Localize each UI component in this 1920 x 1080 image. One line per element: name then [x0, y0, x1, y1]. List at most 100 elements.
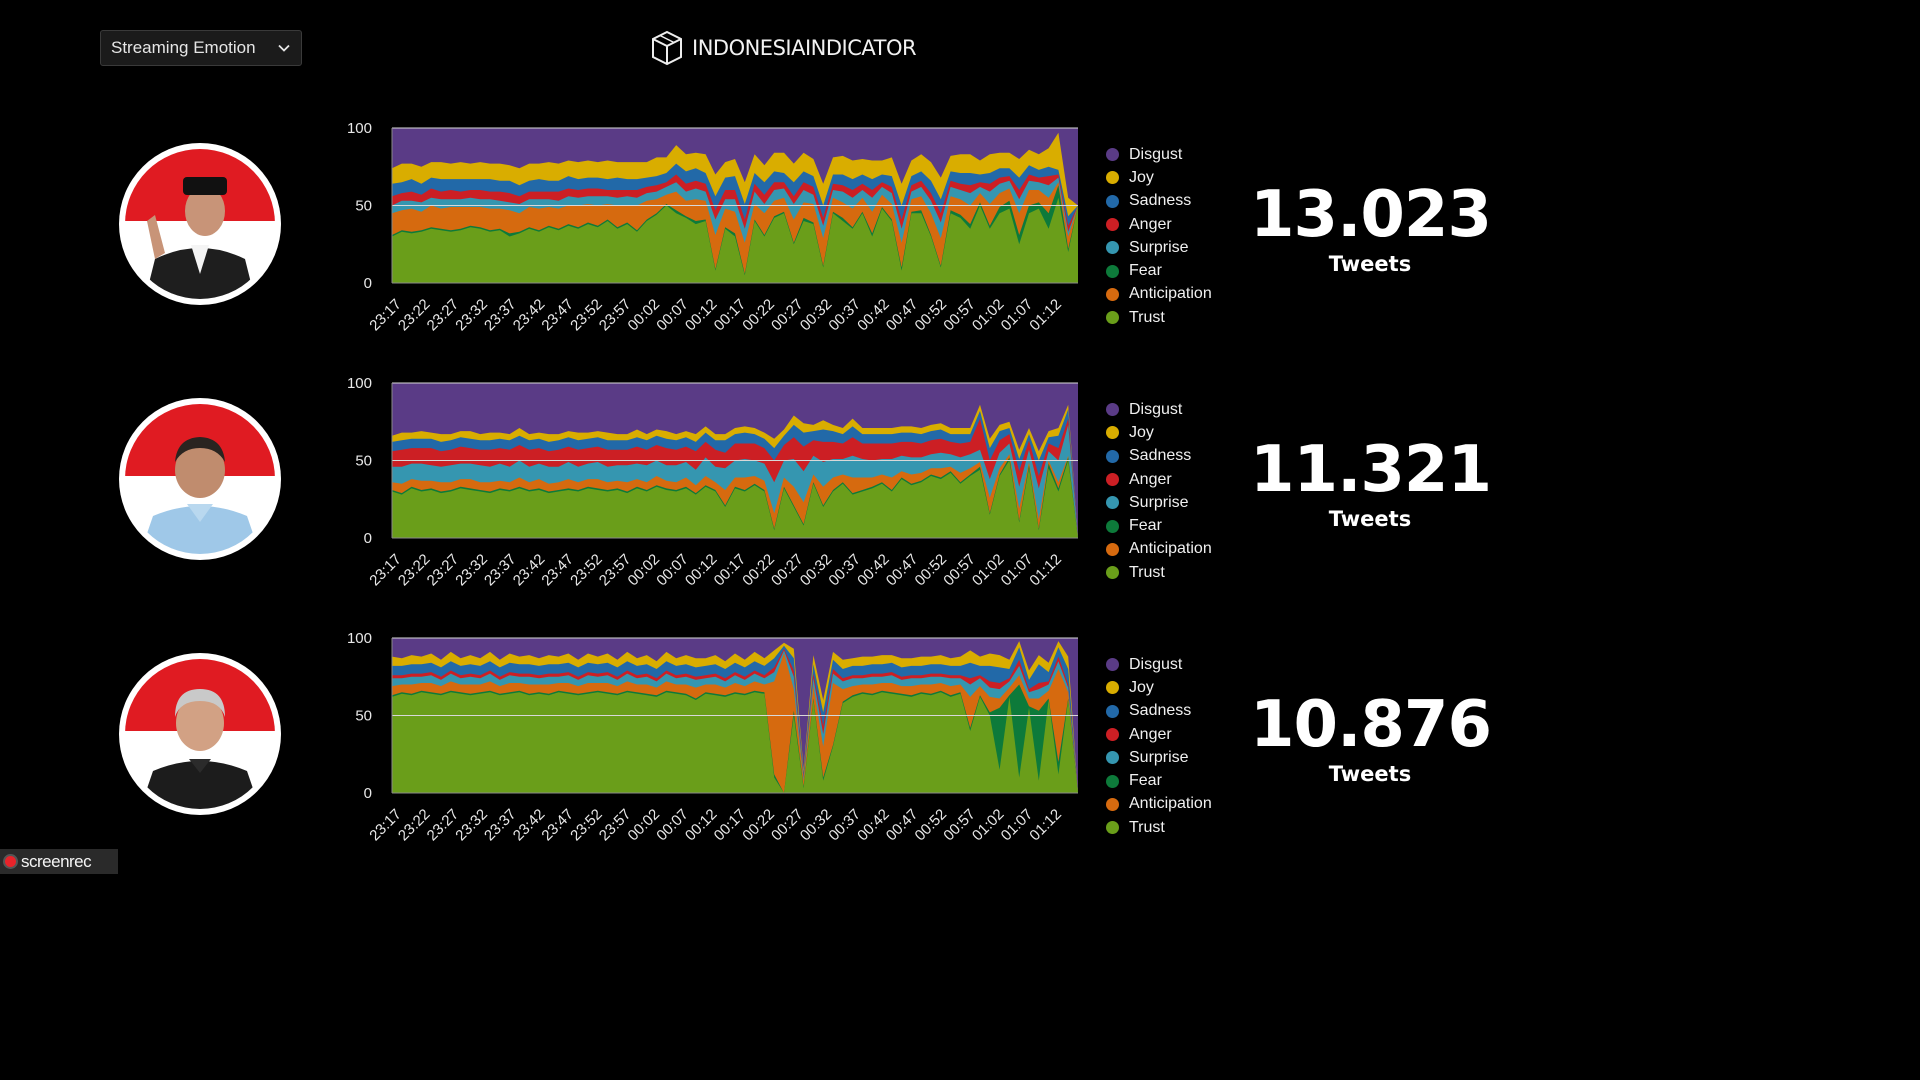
legend-item-sadness[interactable]: Sadness [1106, 445, 1246, 468]
y-tick-label: 0 [364, 785, 372, 802]
x-tick-label: 23:37 [481, 806, 520, 845]
legend-swatch [1106, 728, 1119, 742]
candidate-row-2: 0 50 100 23:17 23:22 23:27 23:32 23:37 23:42 23:4… [0, 370, 1568, 625]
legend-swatch [1106, 241, 1119, 255]
x-tick-label: 00:22 [739, 296, 778, 335]
legend-item-anticipation[interactable]: Anticipation [1106, 538, 1246, 561]
emotion-chart-1: 0 50 100 23:1723:2223:2723:3223:3723:4223:4… [347, 120, 1078, 335]
legend-item-fear[interactable]: Fear [1106, 514, 1246, 537]
legend-item-fear[interactable]: Fear [1106, 259, 1246, 282]
legend-label: Anticipation [1129, 285, 1212, 303]
x-tick-label: 23:27 [424, 806, 463, 845]
x-tick-label: 23:17 [366, 296, 405, 335]
tweet-count-unit: Tweets [1328, 507, 1412, 531]
legend-swatch [1106, 566, 1119, 580]
x-tick-label: 23:22 [395, 296, 434, 335]
legend-label: Surprise [1129, 238, 1189, 256]
x-tick-label: 00:57 [940, 296, 979, 335]
legend-item-surprise[interactable]: Surprise [1106, 491, 1246, 514]
legend-swatch [1106, 403, 1119, 417]
legend-label: Joy [1129, 168, 1154, 186]
legend-swatch [1106, 171, 1119, 185]
x-tick-label: 00:27 [768, 551, 807, 590]
legend-swatch [1106, 797, 1119, 811]
x-tick-label: 23:57 [596, 551, 635, 590]
x-tick-label: 00:37 [825, 806, 864, 845]
cube-logo-icon [652, 30, 682, 66]
legend-item-surprise[interactable]: Surprise [1106, 236, 1246, 259]
legend-item-anticipation[interactable]: Anticipation [1106, 793, 1246, 816]
y-tick-label: 100 [347, 375, 372, 392]
streaming-emotion-dropdown[interactable]: Streaming Emotion [100, 30, 302, 66]
x-tick-label: 23:32 [452, 551, 491, 590]
watermark-text: screenrec [21, 851, 92, 871]
legend-item-joy[interactable]: Joy [1106, 421, 1246, 444]
x-tick-label: 00:42 [854, 806, 893, 845]
candidate-row-1: 0 50 100 23:17 23:22 23:27 23:32 23:37 23:42 23:4… [0, 115, 1568, 370]
x-tick-label: 00:32 [797, 551, 836, 590]
legend-item-sadness[interactable]: Sadness [1106, 190, 1246, 213]
record-dot-icon [5, 856, 16, 867]
emotion-chart-2: 0 50 100 23:1723:2223:2723:3223:3723:4223:4… [347, 375, 1078, 590]
candidate-2-avatar [119, 398, 281, 560]
x-tick-label: 00:57 [940, 806, 979, 845]
legend-item-joy[interactable]: Joy [1106, 166, 1246, 189]
x-tick-label: 23:52 [567, 296, 606, 335]
legend-item-disgust[interactable]: Disgust [1106, 143, 1246, 166]
x-tick-label: 01:02 [969, 806, 1008, 845]
legend-item-disgust[interactable]: Disgust [1106, 398, 1246, 421]
x-tick-label: 00:02 [625, 296, 664, 335]
x-tick-label: 01:12 [1026, 806, 1065, 845]
x-tick-label: 23:32 [452, 296, 491, 335]
x-tick-label: 23:42 [510, 296, 549, 335]
x-tick-label: 00:52 [912, 806, 951, 845]
legend-item-fear[interactable]: Fear [1106, 769, 1246, 792]
candidate-3-avatar [119, 653, 281, 815]
brand-logo: INDONESIAINDICATOR [650, 28, 917, 68]
legend-item-joy[interactable]: Joy [1106, 676, 1246, 699]
legend-item-sadness[interactable]: Sadness [1106, 700, 1246, 723]
x-tick-label: 00:32 [797, 296, 836, 335]
x-tick-label: 00:47 [883, 806, 922, 845]
x-tick-label: 23:57 [596, 296, 635, 335]
emotion-chart-3: 0 50 100 23:1723:2223:2723:3223:3723:4223:4… [347, 630, 1078, 845]
legend-item-trust[interactable]: Trust [1106, 561, 1246, 584]
legend-item-disgust[interactable]: Disgust [1106, 653, 1246, 676]
x-tick-label: 00:07 [653, 296, 692, 335]
legend-label: Fear [1129, 517, 1162, 535]
series-area-trust [392, 692, 1078, 793]
legend-item-anger[interactable]: Anger [1106, 213, 1246, 236]
x-tick-label: 00:02 [625, 806, 664, 845]
x-tick-label: 23:22 [395, 551, 434, 590]
y-tick-label: 50 [355, 453, 372, 470]
legend-2: Disgust Joy Sadness Anger Surprise Fear Antici… [1106, 398, 1246, 584]
x-tick-label: 23:47 [538, 806, 577, 845]
x-tick-label: 00:47 [883, 296, 922, 335]
tweet-count-unit: Tweets [1328, 762, 1412, 786]
x-tick-label: 00:47 [883, 551, 922, 590]
x-tick-label: 00:37 [825, 551, 864, 590]
legend-item-trust[interactable]: Trust [1106, 306, 1246, 329]
legend-item-anticipation[interactable]: Anticipation [1106, 283, 1246, 306]
legend-swatch [1106, 311, 1119, 325]
legend-label: Trust [1129, 818, 1165, 836]
legend-item-anger[interactable]: Anger [1106, 468, 1246, 491]
legend-swatch [1106, 287, 1119, 301]
legend-swatch [1106, 821, 1119, 835]
x-tick-label: 01:07 [998, 806, 1037, 845]
x-tick-label: 00:42 [854, 551, 893, 590]
legend-item-anger[interactable]: Anger [1106, 723, 1246, 746]
x-tick-label: 23:57 [596, 806, 635, 845]
series-area-trust [392, 460, 1078, 538]
legend-label: Anticipation [1129, 540, 1212, 558]
x-tick-label: 23:47 [538, 551, 577, 590]
legend-label: Sadness [1129, 702, 1192, 720]
candidate-row-3: 0 50 100 23:17 23:22 23:27 23:32 23:37 23:42 23:4… [0, 625, 1568, 880]
legend-swatch [1106, 751, 1119, 765]
legend-swatch [1106, 658, 1119, 672]
legend-item-surprise[interactable]: Surprise [1106, 746, 1246, 769]
legend-item-trust[interactable]: Trust [1106, 816, 1246, 839]
x-tick-label: 00:12 [682, 296, 721, 335]
legend-swatch [1106, 264, 1119, 278]
legend-label: Fear [1129, 262, 1162, 280]
